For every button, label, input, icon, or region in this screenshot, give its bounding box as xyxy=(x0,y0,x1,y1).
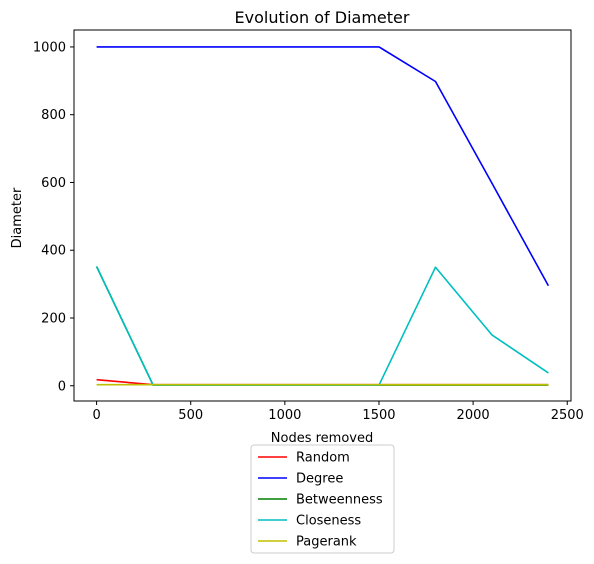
x-tick-label: 500 xyxy=(178,408,203,423)
series-line-closeness xyxy=(95,266,549,386)
legend-label-degree: Degree xyxy=(296,472,343,487)
series-line-degree xyxy=(96,46,550,287)
y-tick-label: 1000 xyxy=(33,40,66,55)
plot-frame xyxy=(73,29,572,402)
x-tick-label: 0 xyxy=(92,408,100,423)
x-tick-label: 2000 xyxy=(457,408,490,423)
x-tick-label: 1500 xyxy=(362,408,395,423)
chart-title: Evolution of Diameter xyxy=(235,8,410,27)
y-tick-label: 0 xyxy=(58,379,66,394)
x-tick-label: 1000 xyxy=(268,408,301,423)
y-tick-label: 600 xyxy=(41,176,66,191)
x-axis: 0 500 1000 1500 2000 2500 xyxy=(92,401,584,423)
series-line-betweenness xyxy=(95,266,549,386)
legend-label-closeness: Closeness xyxy=(296,514,361,529)
y-axis-label: Diameter xyxy=(10,187,25,248)
x-tick-label: 2500 xyxy=(551,408,584,423)
legend: Random Degree Betweenness Closeness Pagerank xyxy=(250,444,395,554)
x-axis-label: Nodes removed xyxy=(271,431,373,446)
y-tick-label: 800 xyxy=(41,108,66,123)
plot-lines xyxy=(95,46,550,386)
y-axis: 0 200 400 600 800 1000 xyxy=(33,40,74,394)
y-tick-label: 400 xyxy=(41,244,66,259)
legend-label-betweenness: Betweenness xyxy=(296,493,383,508)
legend-label-pagerank: Pagerank xyxy=(296,535,357,550)
legend-frame xyxy=(250,444,395,554)
y-tick-label: 200 xyxy=(41,311,66,326)
legend-label-random: Random xyxy=(296,451,350,466)
